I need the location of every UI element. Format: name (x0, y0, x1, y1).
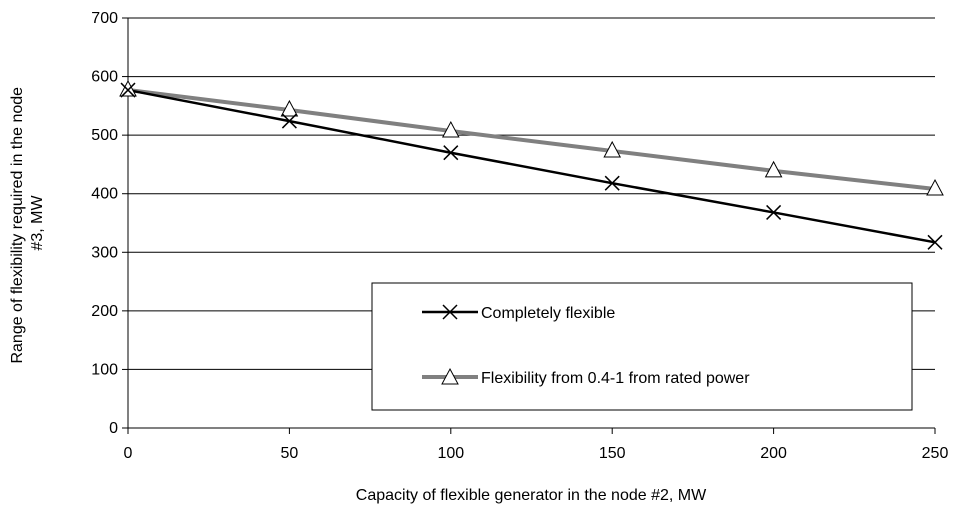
legend-marker-x (442, 304, 458, 320)
x-tick-label-50: 50 (281, 445, 299, 462)
y-axis-title-line-1: Range of flexibility required in the nod… (9, 87, 26, 364)
series-0-point-0 (120, 82, 136, 98)
y-tick-label-400: 400 (91, 186, 118, 203)
legend-item-flexibility-04-1: Flexibility from 0.4-1 from rated power (422, 367, 750, 387)
legend-box (371, 282, 913, 411)
legend-item-completely-flexible: Completely flexible (422, 304, 615, 322)
y-tick-label-500: 500 (91, 127, 118, 144)
series-1-point-3 (603, 140, 622, 158)
series-0-point-2 (443, 145, 459, 161)
x-axis-title: Capacity of flexible generator in the no… (356, 487, 707, 504)
series-line-0 (127, 88, 936, 244)
series-1-point-0 (119, 79, 137, 97)
legend-marker-triangle (441, 367, 459, 385)
y-tick-label-200: 200 (91, 303, 118, 320)
series-1-point-5 (926, 178, 944, 196)
y-tick-label-100: 100 (91, 361, 118, 378)
legend-label-completely-flexible: Completely flexible (481, 305, 615, 322)
series-1-point-1 (280, 99, 299, 117)
x-tick-label-100: 100 (437, 445, 464, 462)
y-tick-label-300: 300 (91, 244, 118, 261)
y-tick-label-700: 700 (91, 10, 118, 27)
series-0-point-3 (604, 175, 620, 191)
series-0-point-4 (766, 204, 782, 220)
x-tick-labels: 0 50 100 150 200 250 (124, 428, 949, 462)
y-axis-title-line-2: #3, MW (29, 195, 46, 251)
y-axis-title: Range of flexibility required in the nod… (9, 82, 46, 363)
legend-label-flexibility-04-1: Flexibility from 0.4-1 from rated power (481, 370, 750, 387)
series-0-point-1 (281, 113, 297, 129)
series-1-point-4 (764, 160, 783, 178)
x-tick-label-0: 0 (124, 445, 133, 462)
y-tick-label-600: 600 (91, 69, 118, 86)
series-line-1 (127, 88, 936, 192)
legend: Completely flexible Flexibility from 0.4… (371, 282, 913, 411)
y-tick-labels: 0 100 200 300 400 500 600 700 (91, 10, 128, 437)
series-0-point-5 (927, 234, 943, 250)
x-tick-label-150: 150 (599, 445, 626, 462)
x-tick-label-200: 200 (760, 445, 787, 462)
series-group (119, 79, 944, 250)
x-tick-label-250: 250 (922, 445, 949, 462)
y-tick-label-0: 0 (109, 420, 118, 437)
series-1-point-2 (441, 120, 460, 138)
